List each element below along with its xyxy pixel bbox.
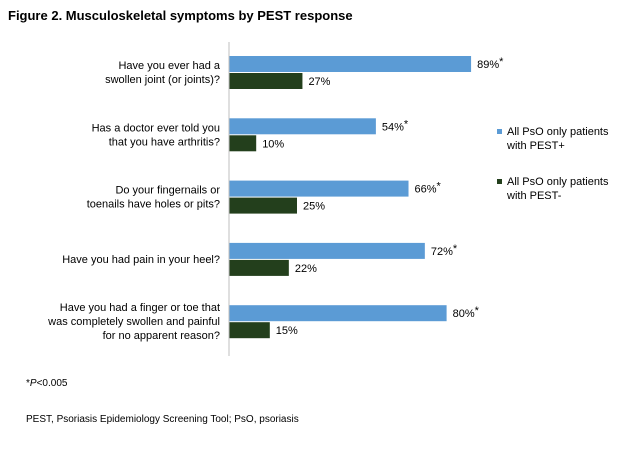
bar-pest-negative: [229, 73, 303, 89]
bar-pest-positive: [229, 56, 472, 72]
pvalue-threshold: <0.005: [36, 378, 68, 389]
category-label: Do your fingernails or toenails have hole…: [87, 185, 221, 211]
legend-entry: All PsO only patients with PEST-: [506, 176, 609, 202]
figure-title: Figure 2. Musculoskeletal symptoms by PE…: [8, 8, 353, 23]
legend-swatch: [497, 129, 502, 134]
bar-pest-positive: [229, 242, 425, 259]
abbreviations-footnote: PEST, Psoriasis Epidemiology Screening T…: [26, 414, 299, 425]
data-label: 72%*: [431, 243, 458, 258]
pvalue-asterisk: *: [26, 378, 30, 389]
data-label: 66%*: [415, 181, 442, 196]
data-label: 25%: [303, 201, 325, 213]
category-label: Have you had a finger or toe that was com…: [47, 302, 220, 342]
data-label: 89%*: [477, 56, 504, 71]
bar-pest-positive: [229, 118, 376, 135]
data-label: 22%: [295, 263, 317, 275]
legend-swatch: [497, 179, 502, 184]
category-label: Have you had pain in your heel?: [62, 254, 220, 266]
pvalue-variable: P: [29, 378, 37, 389]
legend-entry: All PsO only patients with PEST+: [506, 126, 609, 152]
data-label: 10%: [262, 138, 284, 150]
data-label: 15%: [276, 325, 298, 337]
data-label: 27%: [308, 76, 330, 88]
category-label: Has a doctor ever told you that you have …: [92, 122, 220, 148]
pvalue-footnote: *P<0.005: [26, 378, 67, 389]
bar-pest-negative: [229, 135, 257, 152]
data-label: 80%*: [453, 305, 480, 320]
data-label: 54%*: [382, 118, 409, 133]
bar-pest-negative: [229, 197, 297, 214]
bar-pest-positive: [229, 180, 409, 197]
bar-pest-negative: [229, 322, 270, 339]
category-label: Have you ever had a swollen joint (or joi…: [105, 60, 221, 86]
bar-pest-positive: [229, 305, 447, 322]
bar-pest-negative: [229, 259, 289, 276]
